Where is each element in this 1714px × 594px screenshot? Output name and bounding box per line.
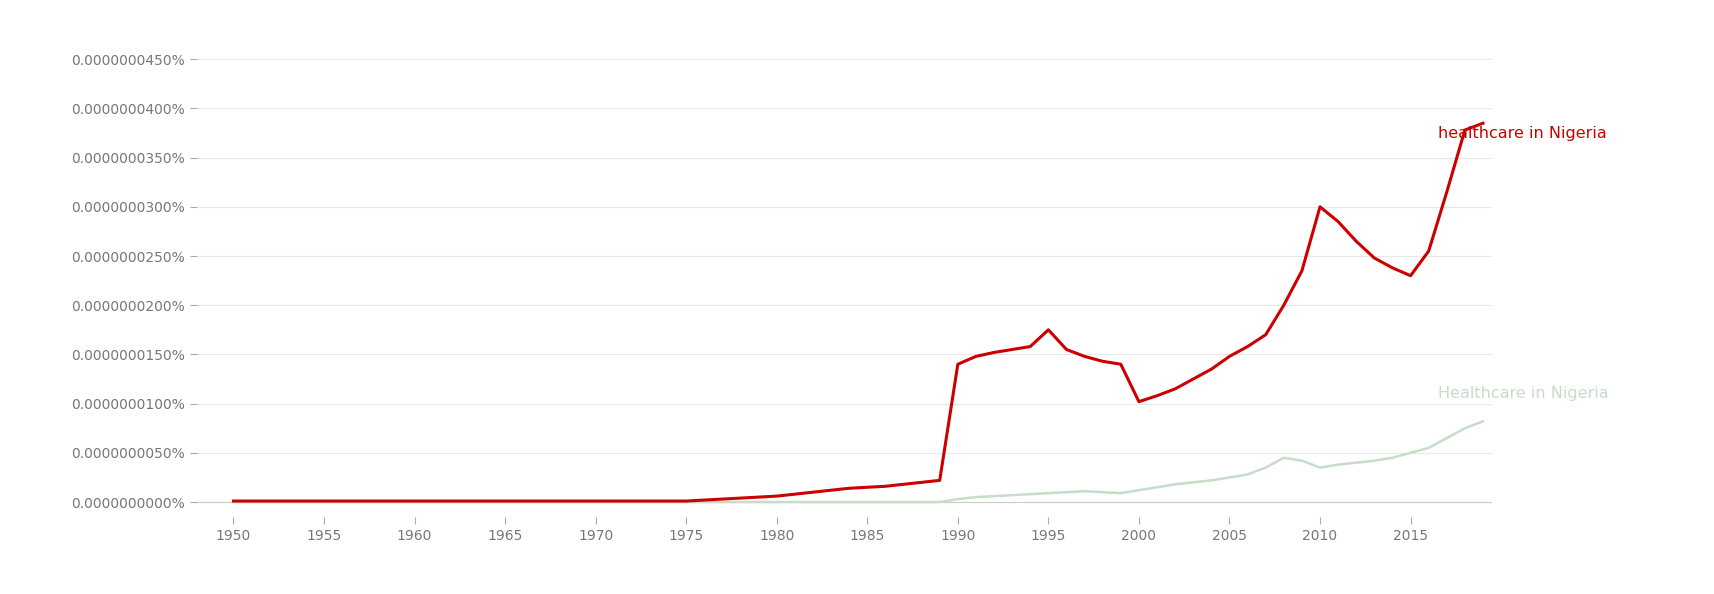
Text: Healthcare in Nigeria: Healthcare in Nigeria [1436, 386, 1608, 402]
Text: healthcare in Nigeria: healthcare in Nigeria [1436, 125, 1606, 141]
